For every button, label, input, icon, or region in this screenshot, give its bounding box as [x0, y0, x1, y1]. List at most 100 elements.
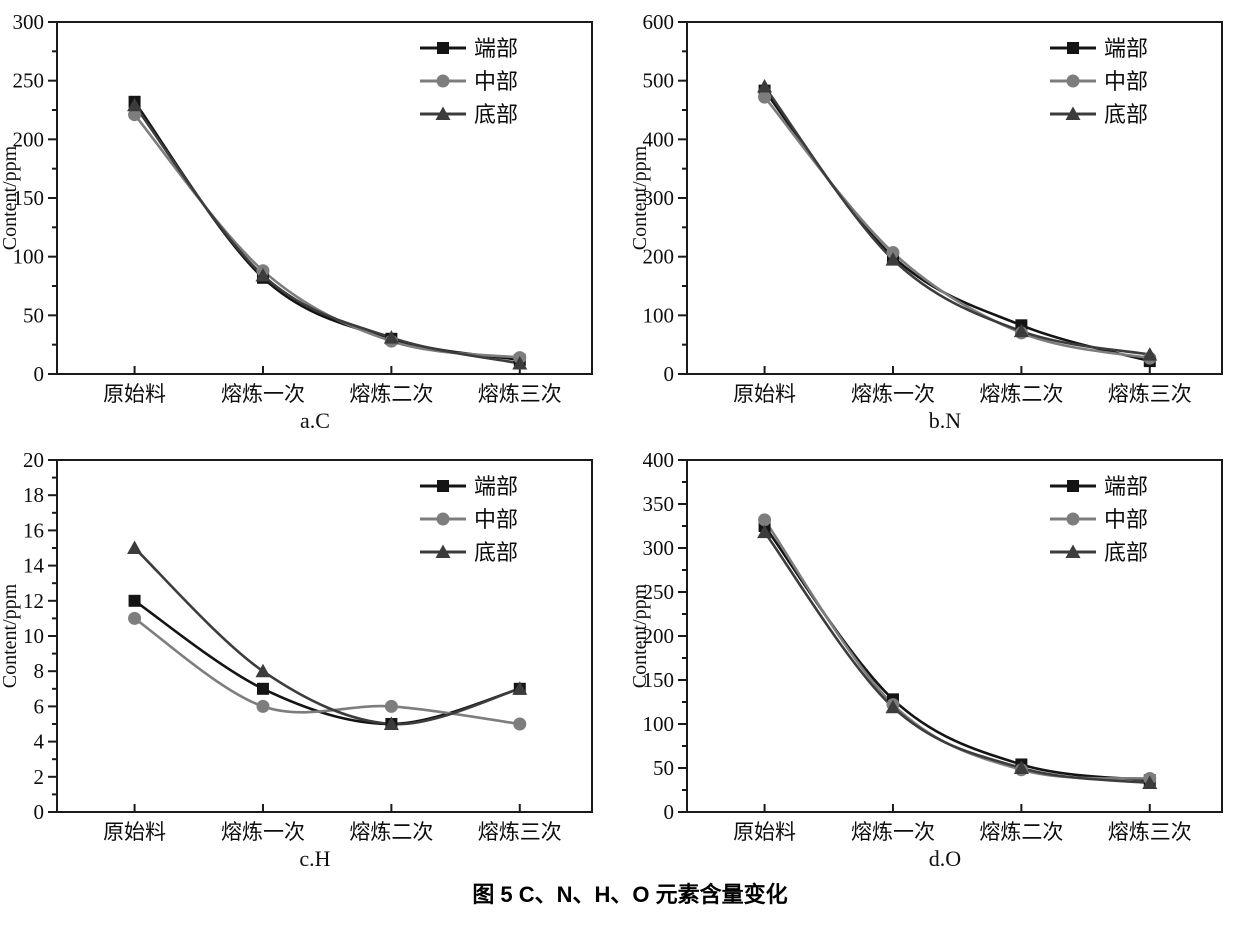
- y-tick-label: 14: [23, 554, 45, 578]
- data-point-marker: [383, 330, 399, 344]
- y-tick-label: 300: [643, 536, 675, 560]
- legend-entry-1: 中部: [1050, 507, 1148, 532]
- series-line-1: [763, 96, 1151, 360]
- chart-svg: 0 50 100 150 200 250 300 原始料 熔炼一次 熔炼二次 熔炼三次 Content…: [0, 10, 593, 404]
- x-tick-label: 熔炼二次: [349, 820, 433, 842]
- legend-entry-2: 底部: [420, 102, 518, 127]
- series-line-1: [133, 617, 520, 726]
- data-point-marker: [128, 611, 142, 625]
- data-point-marker: [128, 594, 141, 607]
- x-tick-label: 熔炼三次: [478, 820, 562, 842]
- y-axis-title: Content/ppm: [0, 583, 21, 688]
- y-tick-label: 300: [13, 10, 45, 34]
- legend-entry-1: 中部: [420, 507, 518, 532]
- y-tick-label: 200: [643, 624, 675, 648]
- chart-svg: 0 50 100 150 200 250 300 350 400 原始料 熔炼一次 熔炼二次 熔炼三次 C…: [630, 448, 1223, 842]
- x-tick-label: 熔炼一次: [851, 820, 935, 842]
- y-tick-label: 6: [34, 694, 45, 718]
- panel-label-b: b.N: [928, 408, 962, 433]
- series-line-0: [763, 525, 1150, 782]
- y-tick-label: 200: [643, 245, 675, 269]
- panel-label-c: c.H: [299, 846, 331, 871]
- y-tick-label: 12: [23, 589, 44, 613]
- legend-label: 底部: [474, 102, 518, 127]
- y-tick-label: 0: [664, 800, 675, 824]
- y-tick-label: 400: [643, 448, 675, 472]
- series-line-0: [133, 101, 521, 362]
- y-tick-label: 100: [643, 712, 675, 736]
- y-tick-label: 200: [13, 127, 45, 151]
- y-tick-label: 500: [643, 69, 675, 93]
- data-point-marker: [512, 681, 528, 695]
- y-tick-label: 10: [23, 624, 44, 648]
- y-axis-title: Content/ppm: [0, 145, 21, 250]
- y-tick-label: 400: [643, 127, 675, 151]
- panel-label-d: d.O: [928, 846, 962, 871]
- legend-label: 中部: [474, 507, 518, 532]
- y-tick-label: 8: [34, 659, 45, 683]
- legend-marker: [1066, 512, 1080, 526]
- chart-svg: 0 100 200 300 400 500 600 原始料 熔炼一次 熔炼二次 熔炼三次 Conten…: [630, 10, 1223, 404]
- data-point-marker: [256, 699, 270, 713]
- panel-c: 0 2 4 6 8 10 12 14 16 18 20 原始料 熔炼一次 熔炼二次 熔炼三次 Content/…: [0, 440, 630, 878]
- x-tick-label: 原始料: [103, 382, 166, 404]
- legend-label: 中部: [1104, 69, 1148, 94]
- legend-label: 中部: [1104, 507, 1148, 532]
- legend-entry-0: 端部: [1050, 474, 1148, 499]
- legend-label: 底部: [1104, 102, 1148, 127]
- legend-marker: [1067, 42, 1079, 54]
- plot-frame: [56, 21, 593, 375]
- y-tick-label: 0: [34, 800, 45, 824]
- figure-caption: 图 5 C、N、H、O 元素含量变化: [472, 882, 788, 907]
- y-tick-label: 20: [23, 448, 44, 472]
- y-axis-title: Content/ppm: [630, 583, 651, 688]
- legend-marker: [1066, 74, 1080, 88]
- series-line-1: [133, 113, 520, 359]
- chart-d-oxygen: 0 50 100 150 200 250 300 350 400 原始料 熔炼一次 熔炼二次 熔炼三次 C…: [630, 440, 1260, 842]
- y-tick-label: 350: [643, 492, 675, 516]
- x-tick-label: 原始料: [103, 820, 166, 842]
- data-point-marker: [127, 540, 143, 554]
- y-tick-label: 250: [643, 580, 675, 604]
- y-tick-label: 2: [34, 765, 45, 789]
- chart-svg: 0 2 4 6 8 10 12 14 16 18 20 原始料 熔炼一次 熔炼二次 熔炼三次 Content/…: [0, 448, 593, 842]
- legend-entry-2: 底部: [1050, 102, 1148, 127]
- y-tick-label: 0: [34, 362, 45, 386]
- y-tick-label: 300: [643, 186, 675, 210]
- y-tick-label: 4: [34, 730, 45, 754]
- legend-marker: [435, 544, 451, 558]
- legend-label: 端部: [474, 36, 518, 61]
- data-point-marker: [256, 682, 269, 695]
- data-point-marker: [383, 716, 399, 730]
- series-line-2: [763, 85, 1151, 356]
- legend-label: 端部: [474, 474, 518, 499]
- legend-entry-1: 中部: [1050, 69, 1148, 94]
- plot-frame: [686, 459, 1223, 813]
- legend-marker: [437, 480, 449, 492]
- legend-entry-0: 端部: [420, 474, 518, 499]
- x-tick-label: 熔炼一次: [851, 382, 935, 404]
- data-point-marker: [512, 355, 528, 370]
- x-tick-label: 熔炼二次: [979, 820, 1063, 842]
- x-tick-label: 熔炼三次: [1108, 820, 1192, 842]
- panel-label-a: a.C: [300, 408, 330, 433]
- data-point-marker: [885, 252, 901, 266]
- y-tick-label: 50: [23, 303, 44, 327]
- y-axis-title: Content/ppm: [630, 145, 651, 250]
- series-line-1: [763, 519, 1150, 780]
- y-tick-label: 16: [23, 518, 44, 542]
- data-point-marker: [384, 699, 398, 713]
- x-tick-label: 熔炼三次: [478, 382, 562, 404]
- legend-entry-2: 底部: [420, 540, 518, 565]
- legend-label: 端部: [1104, 474, 1148, 499]
- legend-label: 中部: [474, 69, 518, 94]
- y-tick-label: 600: [643, 10, 675, 34]
- y-tick-label: 150: [643, 668, 675, 692]
- y-tick-label: 0: [664, 362, 675, 386]
- data-point-marker: [1142, 775, 1158, 789]
- data-point-marker: [757, 524, 773, 539]
- panel-b: 0 100 200 300 400 500 600 原始料 熔炼一次 熔炼二次 熔炼三次 Conten…: [630, 2, 1260, 440]
- data-point-marker: [513, 717, 527, 731]
- x-tick-label: 原始料: [733, 820, 796, 842]
- panel-a: 0 50 100 150 200 250 300 原始料 熔炼一次 熔炼二次 熔炼三次 Content…: [0, 2, 630, 440]
